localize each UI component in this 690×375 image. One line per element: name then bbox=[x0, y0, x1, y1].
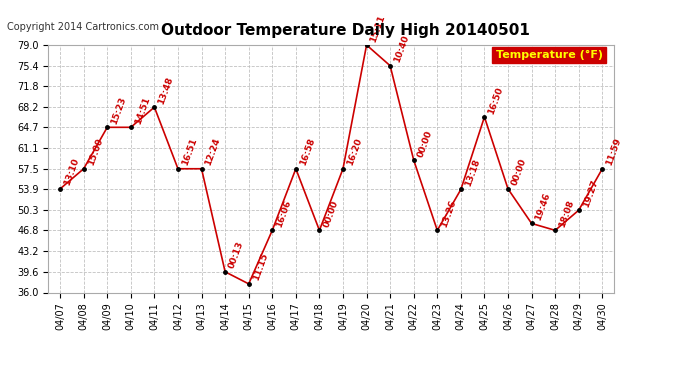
Text: 14:51: 14:51 bbox=[133, 96, 152, 126]
Text: Temperature (°F): Temperature (°F) bbox=[496, 50, 603, 60]
Text: Copyright 2014 Cartronics.com: Copyright 2014 Cartronics.com bbox=[7, 22, 159, 33]
Text: 13:10: 13:10 bbox=[63, 157, 81, 187]
Text: 00:00: 00:00 bbox=[322, 199, 340, 229]
Text: 18:08: 18:08 bbox=[558, 199, 575, 229]
Text: 16:06: 16:06 bbox=[275, 199, 293, 229]
Text: 16:58: 16:58 bbox=[298, 137, 317, 167]
Text: 12:24: 12:24 bbox=[204, 137, 222, 167]
Text: 15:11: 15:11 bbox=[369, 13, 387, 43]
Text: 13:48: 13:48 bbox=[157, 75, 175, 105]
Text: 19:46: 19:46 bbox=[534, 192, 552, 222]
Text: 16:51: 16:51 bbox=[180, 137, 199, 167]
Text: 16:50: 16:50 bbox=[487, 86, 505, 115]
Text: 11:59: 11:59 bbox=[604, 137, 623, 167]
Text: 13:26: 13:26 bbox=[440, 199, 458, 229]
Text: 16:20: 16:20 bbox=[346, 137, 364, 167]
Text: 00:00: 00:00 bbox=[511, 158, 529, 187]
Text: 15:00: 15:00 bbox=[86, 137, 104, 167]
Text: 00:00: 00:00 bbox=[416, 129, 434, 158]
Text: 10:40: 10:40 bbox=[393, 34, 411, 64]
Text: 15:23: 15:23 bbox=[110, 96, 128, 126]
Text: 19:27: 19:27 bbox=[581, 178, 600, 209]
Text: Outdoor Temperature Daily High 20140501: Outdoor Temperature Daily High 20140501 bbox=[161, 22, 529, 38]
Text: 00:13: 00:13 bbox=[228, 240, 246, 270]
Text: 13:18: 13:18 bbox=[463, 158, 482, 188]
Text: 11:15: 11:15 bbox=[251, 252, 269, 282]
